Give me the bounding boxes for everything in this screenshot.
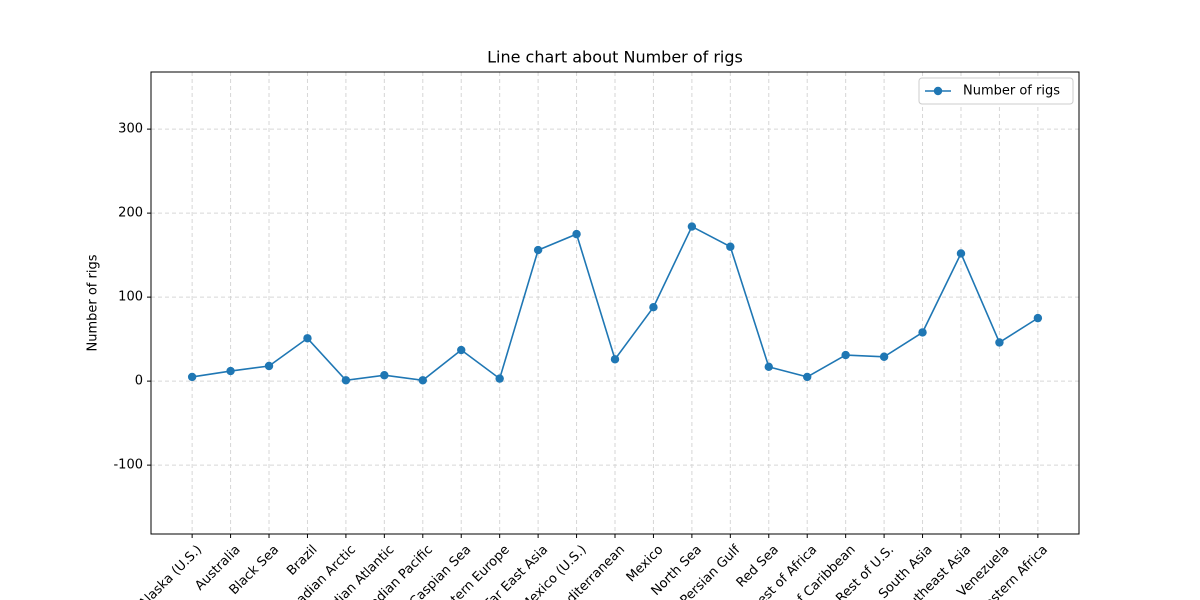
y-tick-label: -100 — [113, 458, 143, 473]
data-point — [726, 242, 735, 251]
x-tick-label: Alaska (U.S.) — [136, 542, 205, 600]
y-tick-label: 200 — [118, 206, 143, 221]
plot-frame — [150, 71, 1080, 535]
legend-box — [918, 77, 1074, 105]
data-point — [495, 374, 504, 383]
data-point — [956, 249, 966, 258]
legend-label: Number of rigs — [963, 84, 1060, 99]
data-point — [303, 334, 312, 343]
legend: Number of rigs — [918, 77, 1074, 105]
data-point — [226, 366, 235, 376]
data-point — [341, 376, 351, 385]
data-point — [572, 229, 581, 239]
data-point — [1033, 313, 1043, 323]
legend-marker — [933, 86, 943, 96]
data-point — [610, 355, 620, 364]
data-point — [380, 371, 389, 380]
data-point — [687, 222, 697, 231]
data-point — [533, 245, 543, 255]
data-point — [918, 328, 927, 337]
data-point — [995, 338, 1004, 347]
chart-title: Line chart about Number of rigs — [487, 48, 743, 67]
y-axis-label: Number of rigs — [86, 254, 101, 351]
data-point — [418, 376, 427, 385]
data-point — [457, 345, 466, 355]
data-point — [649, 303, 658, 312]
x-tick-label: Brazil — [284, 542, 320, 578]
data-point — [879, 352, 889, 361]
data-point — [264, 361, 274, 371]
y-tick-label: 300 — [118, 122, 143, 137]
y-tick-label: 0 — [135, 374, 143, 389]
data-point — [764, 362, 773, 372]
data-point — [803, 372, 812, 382]
y-tick-label: 100 — [118, 290, 143, 305]
data-point — [187, 372, 197, 382]
data-point — [841, 350, 850, 360]
